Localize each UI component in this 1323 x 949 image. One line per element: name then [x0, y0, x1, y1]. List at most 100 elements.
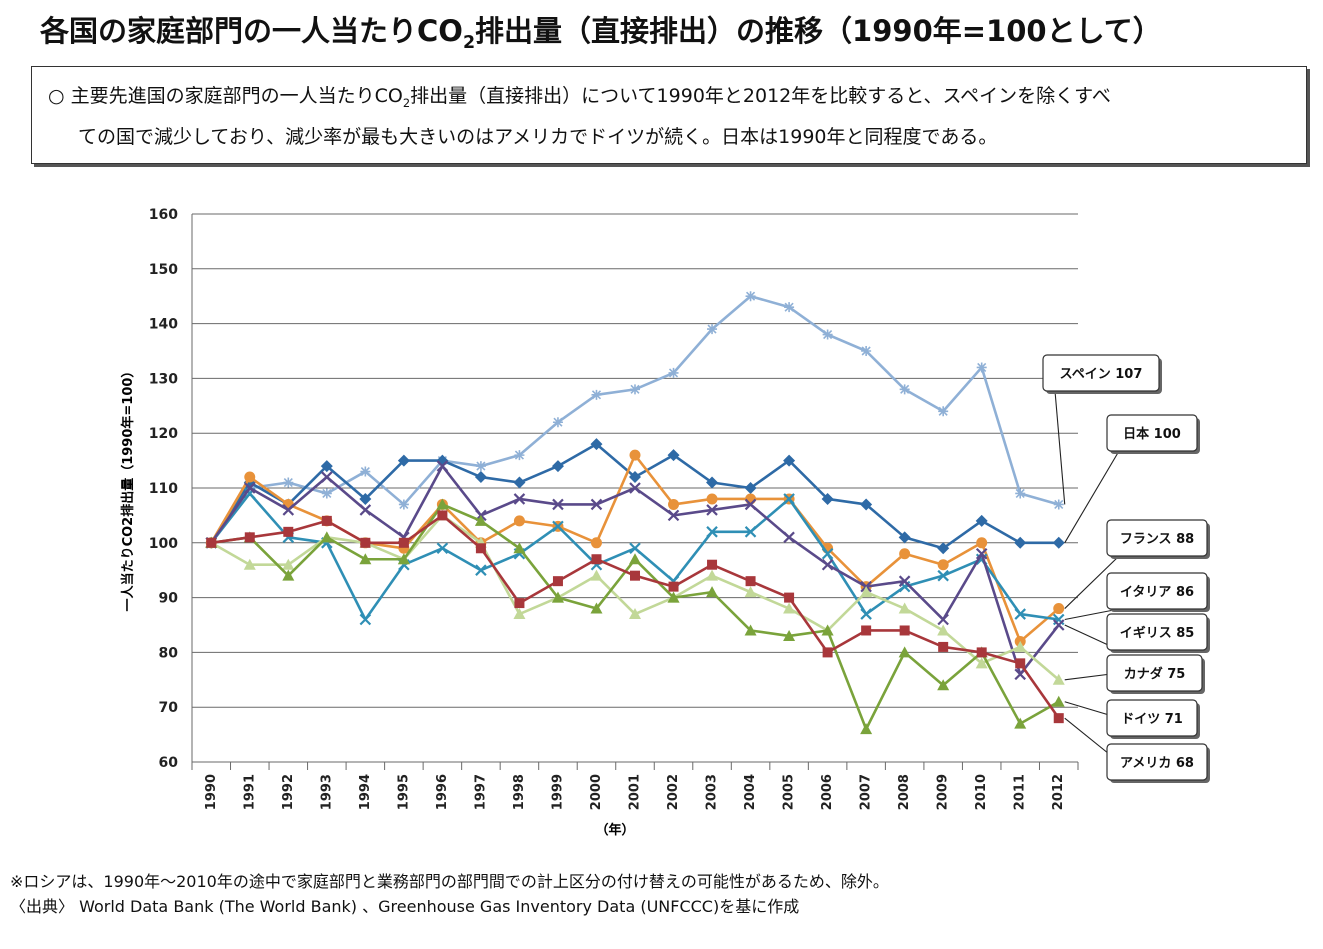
legend-label: カナダ 75: [1124, 666, 1186, 682]
data-point: [667, 591, 680, 603]
legend-label: イギリス 85: [1120, 625, 1195, 641]
data-point: [744, 498, 757, 511]
data-point: [1014, 640, 1027, 652]
data-point: [860, 723, 873, 735]
data-point: [1053, 603, 1065, 615]
data-point: [783, 629, 796, 641]
data-point: [552, 498, 564, 511]
series-イギリス: [205, 460, 1065, 681]
x-tick-label: 2010: [974, 774, 989, 810]
data-point: [667, 509, 680, 522]
data-point: [861, 346, 872, 356]
data-point: [474, 514, 487, 526]
x-tick-label: 2006: [820, 774, 835, 810]
series-アメリカ: [206, 510, 1064, 724]
data-point: [513, 476, 526, 489]
legend-label: スペイン 107: [1060, 367, 1143, 382]
callout-leader: [1054, 390, 1066, 505]
data-point: [784, 592, 795, 603]
x-tick-label: 2012: [1051, 774, 1066, 810]
x-tick-label: 1997: [473, 774, 488, 810]
data-point: [474, 471, 487, 484]
data-point: [552, 576, 563, 587]
data-point: [629, 482, 641, 494]
data-point: [706, 476, 719, 489]
data-point: [475, 564, 487, 576]
data-point: [590, 602, 603, 614]
data-point: [667, 449, 680, 462]
x-tick-labels: 1990 1991 1992 1993 1994 1995 1996 1997 1998 1999…: [204, 774, 1066, 810]
bullet-icon: ○: [48, 85, 65, 107]
data-point: [822, 647, 833, 658]
data-point: [784, 302, 795, 313]
data-point: [552, 520, 564, 533]
data-point: [244, 471, 256, 483]
data-point: [937, 569, 949, 582]
x-axis-label: （年）: [595, 822, 634, 838]
callout-leader: [1064, 450, 1120, 544]
data-point: [706, 504, 718, 516]
x-tick-label: 2009: [936, 774, 951, 810]
x-tick-label: 1995: [396, 774, 411, 810]
data-point: [551, 591, 564, 603]
data-point: [937, 624, 950, 636]
data-point: [899, 384, 910, 395]
data-point: [437, 510, 448, 521]
data-point: [821, 547, 834, 560]
callout-box: [1106, 743, 1208, 781]
callout-box: [1106, 654, 1203, 692]
data-point: [783, 454, 796, 467]
data-point: [320, 531, 333, 543]
data-point: [629, 553, 641, 565]
callout-leader: [1064, 555, 1120, 609]
data-point: [321, 488, 332, 499]
data-point: [397, 553, 410, 565]
data-point: [359, 492, 372, 505]
data-point: [513, 515, 525, 527]
data-point: [629, 542, 641, 555]
callout-leader: [1064, 608, 1120, 621]
callout-box: [1106, 613, 1208, 651]
data-point: [938, 641, 949, 652]
data-point: [822, 329, 833, 340]
data-point: [975, 514, 988, 527]
data-point: [475, 543, 486, 554]
data-point: [745, 493, 757, 505]
data-point: [783, 493, 795, 505]
data-point: [475, 461, 486, 472]
data-point: [1015, 658, 1026, 669]
data-point: [283, 526, 294, 537]
callout-フランス: フランス 88: [1064, 519, 1210, 609]
data-point: [629, 471, 641, 484]
callout-イギリス: イギリス 85: [1064, 613, 1210, 653]
data-point: [590, 537, 602, 549]
data-point: [283, 477, 294, 488]
data-point: [745, 576, 756, 587]
data-point: [668, 498, 680, 510]
callout-カナダ: カナダ 75: [1064, 654, 1205, 694]
data-point: [706, 569, 719, 581]
data-point: [899, 548, 911, 560]
data-point: [937, 613, 949, 626]
data-point: [359, 504, 372, 516]
data-point: [514, 598, 525, 609]
data-point: [436, 498, 449, 510]
footer: ※ロシアは、1990年～2010年の途中で家庭部門と業務部門の部門間での計上区分…: [10, 869, 889, 919]
data-point: [1014, 717, 1027, 729]
callout-アメリカ: アメリカ 68: [1064, 717, 1210, 783]
data-point: [860, 498, 873, 511]
x-tick-label: 2000: [589, 774, 604, 810]
data-point: [744, 586, 757, 598]
legend-label: フランス 88: [1120, 532, 1194, 547]
y-tick-label: 110: [149, 481, 178, 497]
data-point: [1052, 536, 1065, 549]
x-tick-label: 1996: [435, 774, 450, 810]
data-point: [436, 542, 449, 555]
data-point: [590, 569, 603, 581]
x-tick-label: 2005: [782, 774, 797, 810]
data-point: [783, 602, 796, 614]
data-point: [821, 558, 834, 571]
x-tick-label: 1999: [550, 774, 565, 810]
data-point: [360, 466, 371, 477]
footnote: ※ロシアは、1990年～2010年の途中で家庭部門と業務部門の部門間での計上区分…: [10, 872, 889, 891]
